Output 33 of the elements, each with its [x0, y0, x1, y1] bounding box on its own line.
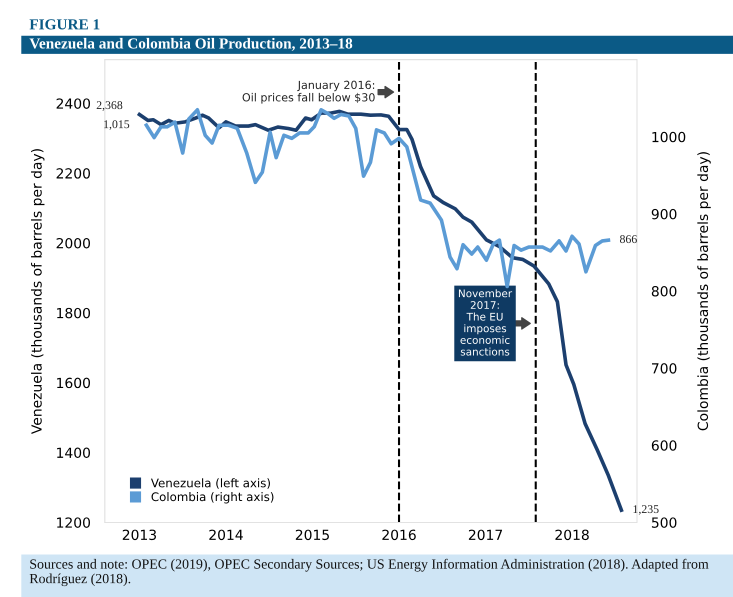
x-tick-label: 2017	[468, 530, 502, 540]
y-tick-label: 1400	[57, 448, 90, 458]
legend-label: Venezuela (left axis)	[150, 478, 270, 489]
y-tick-label: 1200	[57, 517, 90, 528]
x-tick-label: 2016	[382, 530, 416, 540]
y-axis-title: Venezuela (thousands of barrels per day)	[31, 149, 44, 434]
ref-line-label: January 2016: Oil prices fall below $30	[242, 80, 375, 104]
data-label: 866	[620, 235, 637, 244]
ref-line-label: November 2017: The EU imposes economic sanctions	[458, 289, 512, 356]
chart-subtitle: Venezuela and Colombia Oil Production, 2013–18	[29, 38, 352, 51]
source-note: Sources and note: OPEC (2019), OPEC Secondary Sources; US Energy Information Administration (2018). Adapted from Rodríguez (2018).	[30, 558, 709, 586]
data-label: 1,235	[634, 505, 659, 515]
chart-title: FIGURE 1	[30, 19, 100, 30]
y-tick-label: 1800	[57, 308, 90, 318]
x-tick-label: 2013	[122, 530, 156, 540]
data-label: 2,368	[96, 101, 122, 111]
line-series	[144, 108, 610, 288]
y-tick-label: 2400	[56, 98, 90, 109]
y-tick-label: 2200	[56, 168, 90, 179]
y2-tick-label: 700	[652, 363, 676, 374]
x-tick-label: 2018	[555, 530, 589, 540]
x-tick-label: 2014	[209, 530, 243, 540]
legend-label: Colombia (right axis)	[152, 492, 274, 504]
y-tick-label: 2000	[56, 238, 90, 248]
x-tick-label: 2015	[296, 530, 329, 540]
y2-tick-label: 800	[652, 286, 676, 297]
y2-tick-label: 1000	[652, 132, 686, 142]
y2-tick-label: 900	[652, 208, 676, 220]
data-label: 1,015	[104, 120, 130, 130]
y2-axis-title: Colombia (thousands of barrels per day)	[697, 152, 711, 430]
y-tick-label: 1600	[57, 378, 90, 388]
y2-tick-label: 500	[652, 517, 676, 528]
y2-tick-label: 600	[652, 440, 676, 451]
